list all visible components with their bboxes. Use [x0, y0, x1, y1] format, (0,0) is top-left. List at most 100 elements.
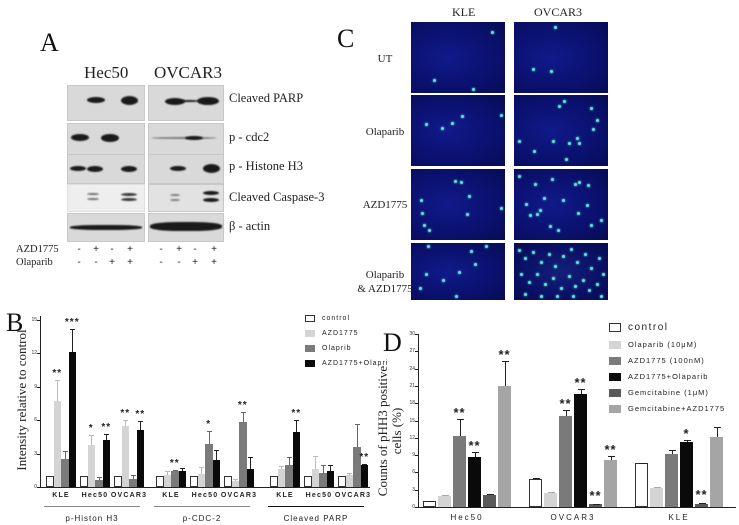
y-tick: [37, 353, 40, 355]
error-cap: [123, 420, 129, 422]
error-cap: [96, 476, 102, 478]
y-tick-label: 24: [409, 365, 415, 372]
bar: [589, 504, 602, 507]
group-underline: [154, 506, 250, 507]
bar: [438, 496, 451, 507]
bar: [574, 393, 587, 507]
blot-ovcar3-p-cdc2: [148, 123, 224, 155]
bar: [326, 471, 334, 487]
error-cap: [233, 479, 239, 481]
blot-label-cleaved-caspase3: Cleaved Caspase-3: [229, 190, 325, 204]
bar: [468, 456, 481, 507]
significance-marker: **: [695, 486, 708, 502]
bar: [338, 475, 346, 487]
legend-d-control: control: [609, 322, 669, 333]
significance-marker: **: [120, 408, 131, 420]
bar: [95, 480, 103, 487]
y-tick-label: 3: [34, 450, 37, 457]
x-category-label: Hec50: [450, 513, 484, 522]
y-tick: [37, 487, 40, 488]
y-tick-label: 3: [412, 486, 415, 493]
y-tick: [415, 385, 418, 387]
bar: [239, 422, 247, 487]
significance-marker: **: [135, 409, 146, 421]
error-bar: [167, 471, 169, 475]
error-cap: [592, 503, 600, 505]
sign: +: [109, 257, 115, 268]
group-label: Cleaved PARP: [283, 514, 349, 523]
bar: [529, 479, 542, 507]
bar: [224, 475, 232, 487]
error-bar: [216, 450, 218, 461]
y-tick: [415, 334, 418, 335]
error-cap: [683, 439, 691, 441]
blot-hec50-p-histone-h3: [67, 154, 145, 184]
row-label-olaparib-azd1775: Olaparib & AZD1775: [357, 269, 413, 295]
y-tick: [37, 386, 40, 388]
error-cap: [165, 471, 171, 473]
row-label-azd1775: AZD1775: [362, 199, 408, 211]
error-bar: [98, 476, 100, 481]
bar: [171, 471, 179, 487]
error-cap: [577, 389, 585, 391]
bar: [304, 475, 312, 487]
y-tick-label: 12: [31, 350, 37, 357]
y-tick: [37, 320, 40, 321]
legend-label: AZD1775+Olaparib: [628, 372, 709, 381]
error-bar: [330, 464, 332, 472]
legend-b-azd1775: AZD1775: [305, 330, 359, 337]
blot-hec50-cleaved-parp: [67, 85, 145, 121]
legend-b-control: control: [305, 315, 350, 322]
blot-hec50-p-cdc2: [67, 123, 145, 155]
significance-marker: **: [291, 408, 302, 420]
treatment-label-azd1775: AZD1775: [16, 244, 59, 255]
x-category-label: KLE: [668, 513, 690, 522]
bar: [559, 415, 572, 507]
significance-marker: **: [559, 395, 572, 411]
legend-label: AZD1775 (100nM): [628, 356, 705, 365]
y-tick-label: 9: [412, 452, 415, 459]
blot-label-p-cdc2: p - cdc2: [229, 130, 270, 144]
bar: [311, 469, 319, 487]
bar: [453, 436, 466, 507]
x-category-label: KLE: [162, 492, 180, 499]
treatment-label-olaparib: Olaparib: [16, 257, 53, 268]
x-category-label: KLE: [276, 492, 294, 499]
bar: [710, 436, 723, 507]
bar: [163, 474, 171, 487]
significance-marker: **: [359, 451, 370, 463]
y-tick-label: 12: [409, 434, 415, 441]
sign: -: [159, 257, 163, 268]
significance-marker: *: [88, 422, 94, 434]
blot-ovcar3-cleaved-parp: [148, 85, 224, 121]
bar: [121, 425, 129, 487]
error-cap: [471, 452, 479, 454]
error-bar: [208, 431, 210, 444]
error-cap: [653, 487, 661, 489]
bar: [61, 459, 69, 487]
bar: [136, 430, 144, 487]
error-cap: [172, 470, 178, 472]
legend-d-gemcitabine: Gemcitabine (1μM): [609, 388, 709, 397]
y-tick: [37, 420, 40, 422]
sign: -: [159, 244, 163, 255]
bar: [102, 440, 110, 487]
error-cap: [294, 420, 300, 422]
bar: [498, 386, 511, 507]
panel-c-letter: C: [337, 24, 355, 53]
cell-line-hec50-label: Hec50: [84, 63, 129, 82]
group-label: p-CDC-2: [182, 514, 222, 523]
bar: [544, 493, 557, 507]
sign: -: [77, 257, 81, 268]
sign: +: [211, 257, 217, 268]
x-category-label: OVCAR3: [110, 492, 148, 499]
blot-label-cleaved-parp: Cleaved PARP: [229, 91, 304, 105]
error-bar: [140, 421, 142, 431]
bar: [604, 460, 617, 507]
bar: [205, 443, 213, 487]
significance-marker: **: [453, 405, 466, 421]
error-bar: [64, 451, 66, 460]
bar: [345, 474, 353, 487]
error-bar: [296, 420, 298, 433]
legend-b-olaprib: Olaprib: [305, 345, 352, 352]
